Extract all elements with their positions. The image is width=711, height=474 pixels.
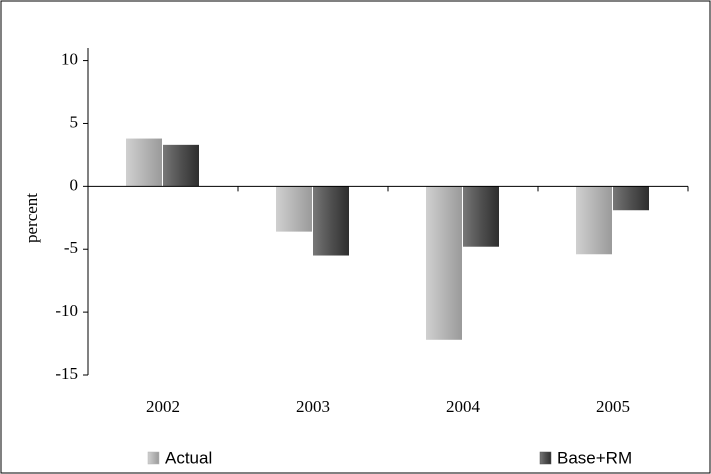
y-tick-label: -15 <box>55 364 78 383</box>
x-tick-label: 2005 <box>596 397 630 416</box>
bar <box>613 186 649 211</box>
y-tick-label: 0 <box>70 175 79 194</box>
bar <box>426 186 462 340</box>
bar <box>126 138 162 187</box>
y-tick-label: -10 <box>55 301 78 320</box>
y-tick-label: -5 <box>64 238 78 257</box>
x-tick-label: 2003 <box>296 397 330 416</box>
bar <box>276 186 312 232</box>
bar <box>313 186 349 256</box>
legend-swatch <box>147 451 160 465</box>
legend-label: Base+RM <box>557 448 632 467</box>
y-tick-label: 10 <box>61 49 78 68</box>
bar <box>463 186 499 247</box>
legend: Actual Base+RM <box>147 448 632 467</box>
legend-swatch <box>539 451 552 465</box>
y-tick-label: 5 <box>70 112 79 131</box>
y-axis-label: percent <box>22 193 41 243</box>
bar <box>163 144 199 187</box>
x-tick-label: 2002 <box>146 397 180 416</box>
bar <box>576 186 612 255</box>
x-tick-label: 2004 <box>446 397 481 416</box>
legend-label: Actual <box>165 448 212 467</box>
